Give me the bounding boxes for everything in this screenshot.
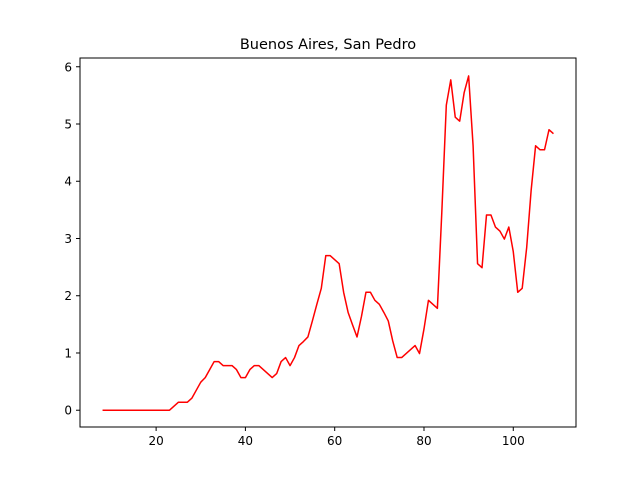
plot-area bbox=[102, 75, 554, 411]
x-tick-label: 40 bbox=[238, 434, 253, 448]
chart-title: Buenos Aires, San Pedro bbox=[240, 37, 416, 53]
y-tick-label: 2 bbox=[64, 289, 72, 303]
y-tick-label: 5 bbox=[64, 118, 72, 132]
x-tick-label: 20 bbox=[148, 434, 163, 448]
y-tick-label: 3 bbox=[64, 232, 72, 246]
y-tick-label: 6 bbox=[64, 60, 72, 74]
x-tick-label: 100 bbox=[502, 434, 525, 448]
y-tick-label: 4 bbox=[64, 175, 72, 189]
series-line bbox=[102, 75, 554, 411]
axes-frame bbox=[79, 57, 577, 428]
y-tick-label: 1 bbox=[64, 346, 72, 360]
axis-ticks: 20 40 60 80 100 0 1 2 3 4 5 6 bbox=[64, 60, 524, 448]
x-tick-label: 80 bbox=[416, 434, 431, 448]
y-tick-label: 0 bbox=[64, 404, 72, 418]
x-tick-label: 60 bbox=[327, 434, 342, 448]
